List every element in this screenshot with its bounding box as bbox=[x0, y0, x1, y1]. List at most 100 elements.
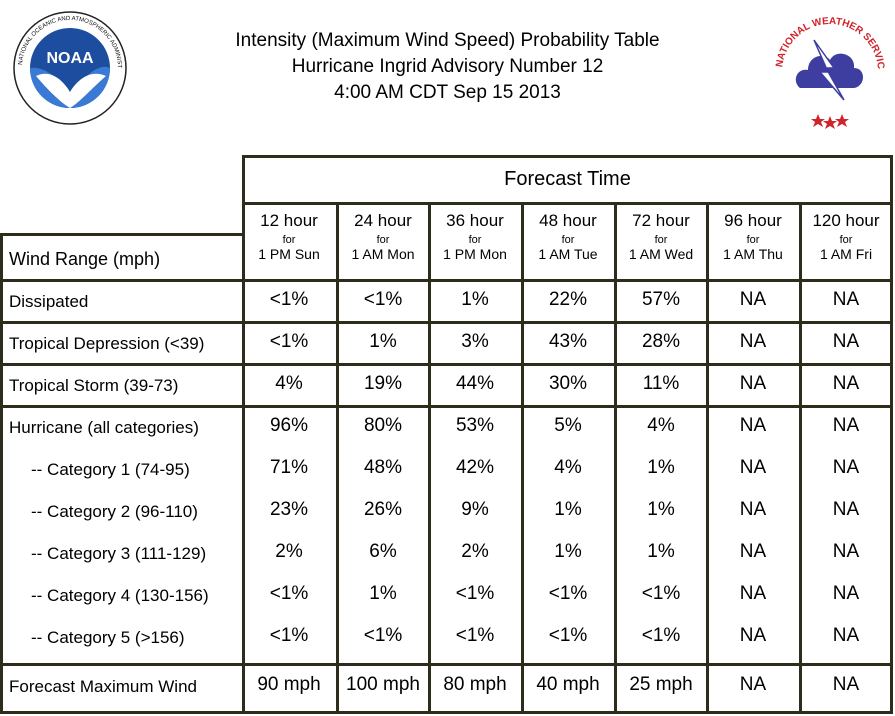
column-hours: 120 hour bbox=[812, 211, 880, 230]
table-cell: <1% bbox=[548, 625, 588, 646]
table-cell: NA bbox=[739, 583, 767, 604]
row-label: Tropical Storm (39-73) bbox=[9, 376, 179, 395]
row-label: -- Category 4 (130-156) bbox=[31, 586, 209, 605]
column-hours: 96 hour bbox=[724, 211, 782, 230]
column-for: for bbox=[561, 234, 575, 246]
table-cell: 26% bbox=[363, 499, 403, 520]
table-cell: NA bbox=[832, 289, 860, 310]
table-cell: 53% bbox=[455, 415, 495, 436]
row-label: Hurricane (all categories) bbox=[9, 418, 199, 437]
table-cell: <1% bbox=[269, 625, 309, 646]
table-cell: 19% bbox=[363, 373, 403, 394]
max-wind-cell: 100 mph bbox=[346, 674, 420, 695]
table-cell: NA bbox=[832, 331, 860, 352]
table-cell: NA bbox=[832, 415, 860, 436]
table-cell: 1% bbox=[647, 541, 675, 562]
table-cell: NA bbox=[739, 625, 767, 646]
column-time: 1 PM Sun bbox=[258, 246, 320, 262]
column-for: for bbox=[654, 234, 668, 246]
table-cell: 1% bbox=[554, 499, 582, 520]
wind-range-header: Wind Range (mph) bbox=[9, 249, 161, 269]
table-cell: NA bbox=[832, 541, 860, 562]
table-cell: 30% bbox=[548, 373, 588, 394]
noaa-logo-icon: NOAA NATIONAL OCEANIC AND ATMOSPHERIC AD… bbox=[12, 10, 127, 125]
table-cell: 9% bbox=[461, 499, 489, 520]
column-header: 96 hour for 1 AM Thu bbox=[709, 211, 797, 262]
column-time: 1 AM Fri bbox=[819, 246, 873, 262]
table-cell: 1% bbox=[461, 289, 489, 310]
table-cell: 96% bbox=[269, 415, 309, 436]
table-cell: 4% bbox=[554, 457, 582, 478]
table-cell: 42% bbox=[455, 457, 495, 478]
table-cell: NA bbox=[739, 457, 767, 478]
table-cell: NA bbox=[832, 625, 860, 646]
column-for: for bbox=[839, 234, 853, 246]
table-cell: NA bbox=[832, 373, 860, 394]
table-cell: 23% bbox=[269, 499, 309, 520]
column-for: for bbox=[746, 234, 760, 246]
table-cell: 2% bbox=[461, 541, 489, 562]
table-cell: NA bbox=[739, 499, 767, 520]
table-cell: <1% bbox=[641, 625, 681, 646]
column-header: 72 hour for 1 AM Wed bbox=[617, 211, 705, 262]
column-time: 1 PM Mon bbox=[443, 246, 507, 262]
page-title: Intensity (Maximum Wind Speed) Probabili… bbox=[160, 28, 735, 106]
column-time: 1 AM Wed bbox=[628, 246, 694, 262]
table-cell: 4% bbox=[275, 373, 303, 394]
table-cell: NA bbox=[739, 289, 767, 310]
table-cell: 28% bbox=[641, 331, 681, 352]
table-cell: <1% bbox=[548, 583, 588, 604]
table-cell: 5% bbox=[554, 415, 582, 436]
table-cell: 1% bbox=[369, 331, 397, 352]
table-cell: 22% bbox=[548, 289, 588, 310]
max-wind-cell: 25 mph bbox=[629, 674, 693, 695]
column-time: 1 AM Mon bbox=[351, 246, 415, 262]
table-cell: <1% bbox=[455, 625, 495, 646]
column-hours: 36 hour bbox=[446, 211, 504, 230]
nws-logo-icon: NATIONAL WEATHER SERVICE bbox=[768, 10, 886, 129]
table-cell: <1% bbox=[363, 289, 403, 310]
title-line-2: Hurricane Ingrid Advisory Number 12 bbox=[291, 56, 604, 77]
row-label: Dissipated bbox=[9, 292, 89, 311]
table-cell: 4% bbox=[647, 415, 675, 436]
column-hours: 12 hour bbox=[260, 211, 318, 230]
table-cell: 11% bbox=[642, 373, 680, 394]
table-cell: 6% bbox=[369, 541, 397, 562]
table-cell: 1% bbox=[554, 541, 582, 562]
table-cell: 57% bbox=[641, 289, 681, 310]
table-cell: NA bbox=[832, 499, 860, 520]
max-wind-cell: 90 mph bbox=[257, 674, 321, 695]
column-for: for bbox=[282, 234, 296, 246]
row-label: -- Category 5 (>156) bbox=[31, 628, 185, 647]
column-hours: 24 hour bbox=[354, 211, 412, 230]
table-cell: 71% bbox=[269, 457, 309, 478]
table-cell: NA bbox=[739, 373, 767, 394]
table-cell: NA bbox=[739, 331, 767, 352]
max-wind-cell: 80 mph bbox=[443, 674, 507, 695]
title-line-1: Intensity (Maximum Wind Speed) Probabili… bbox=[235, 30, 660, 51]
max-wind-label: Forecast Maximum Wind bbox=[9, 677, 197, 696]
table-cell: <1% bbox=[641, 583, 681, 604]
column-header: 120 hour for 1 AM Fri bbox=[802, 211, 890, 262]
column-for: for bbox=[468, 234, 482, 246]
column-header: 12 hour for 1 PM Sun bbox=[245, 211, 333, 262]
table-cell: 1% bbox=[369, 583, 397, 604]
column-time: 1 AM Tue bbox=[538, 246, 598, 262]
table-cell: <1% bbox=[269, 331, 309, 352]
table-cell: 2% bbox=[275, 541, 303, 562]
column-time: 1 AM Thu bbox=[723, 246, 783, 262]
title-line-3: 4:00 AM CDT Sep 15 2013 bbox=[334, 82, 561, 103]
column-hours: 48 hour bbox=[539, 211, 597, 230]
row-label: -- Category 3 (111-129) bbox=[31, 544, 207, 563]
table-cell: NA bbox=[832, 457, 860, 478]
column-header: 24 hour for 1 AM Mon bbox=[339, 211, 427, 262]
table-cell: NA bbox=[832, 583, 860, 604]
row-label: Tropical Depression (<39) bbox=[9, 334, 205, 353]
table-cell: 44% bbox=[455, 373, 495, 394]
max-wind-cell: NA bbox=[832, 674, 860, 695]
forecast-time-header: Forecast Time bbox=[504, 168, 631, 190]
row-label: -- Category 1 (74-95) bbox=[31, 460, 190, 479]
table-cell: <1% bbox=[363, 625, 403, 646]
table-cell: 80% bbox=[363, 415, 403, 436]
max-wind-cell: 40 mph bbox=[536, 674, 600, 695]
